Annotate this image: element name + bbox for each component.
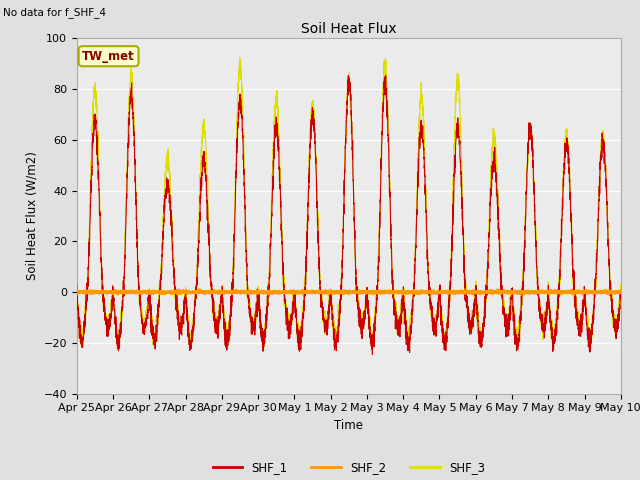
Text: No data for f_SHF_4: No data for f_SHF_4 xyxy=(3,7,106,18)
Text: TW_met: TW_met xyxy=(82,50,135,63)
Y-axis label: Soil Heat Flux (W/m2): Soil Heat Flux (W/m2) xyxy=(25,152,38,280)
Title: Soil Heat Flux: Soil Heat Flux xyxy=(301,22,397,36)
X-axis label: Time: Time xyxy=(334,419,364,432)
Legend: SHF_1, SHF_2, SHF_3: SHF_1, SHF_2, SHF_3 xyxy=(208,456,490,479)
